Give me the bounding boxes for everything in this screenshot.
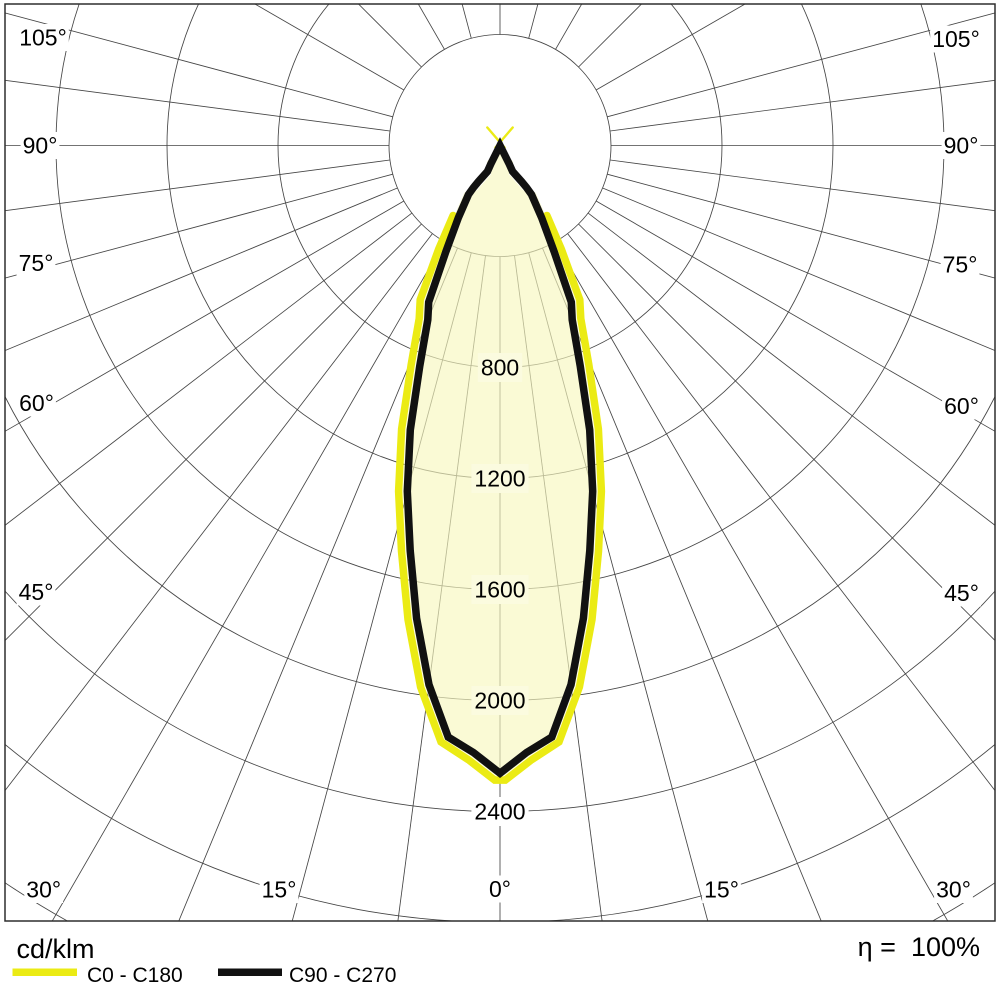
svg-text:800: 800 <box>481 355 519 381</box>
svg-text:2000: 2000 <box>474 688 525 714</box>
svg-text:1200: 1200 <box>474 466 525 492</box>
svg-text:η = 100%: η = 100% <box>858 932 980 962</box>
svg-text:105°: 105° <box>19 25 67 51</box>
svg-text:75°: 75° <box>19 250 54 276</box>
svg-text:2400: 2400 <box>474 799 525 825</box>
svg-text:90°: 90° <box>23 133 58 159</box>
svg-text:60°: 60° <box>944 393 979 419</box>
svg-text:105°: 105° <box>932 26 980 52</box>
svg-text:45°: 45° <box>19 579 54 605</box>
svg-text:75°: 75° <box>943 252 978 278</box>
svg-text:0°: 0° <box>489 876 511 902</box>
svg-text:C90 - C270: C90 - C270 <box>289 964 396 987</box>
svg-text:15°: 15° <box>262 877 297 903</box>
svg-text:1600: 1600 <box>474 577 525 603</box>
svg-text:C0 - C180: C0 - C180 <box>87 964 183 987</box>
svg-text:cd/klm: cd/klm <box>17 934 95 964</box>
svg-text:30°: 30° <box>936 877 971 903</box>
svg-text:60°: 60° <box>19 390 54 416</box>
svg-text:15°: 15° <box>704 877 739 903</box>
svg-text:45°: 45° <box>944 580 979 606</box>
svg-text:30°: 30° <box>26 877 61 903</box>
svg-text:90°: 90° <box>944 133 979 159</box>
